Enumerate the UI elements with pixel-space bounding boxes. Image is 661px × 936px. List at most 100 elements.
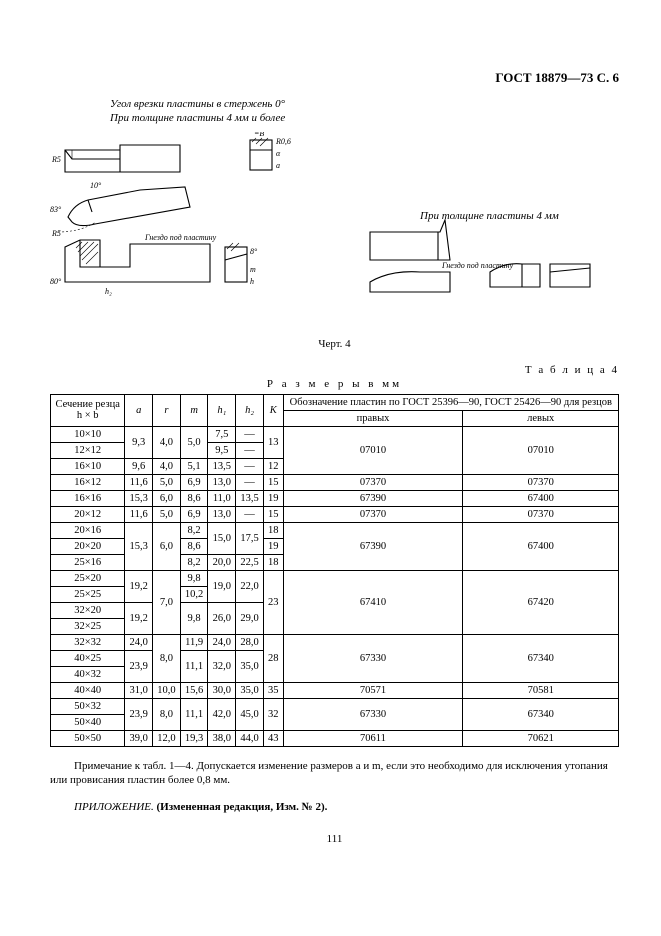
table-cell: 35,0 <box>236 682 264 698</box>
dim-83deg: 83° <box>50 205 62 214</box>
table-cell: 20×16 <box>51 522 125 538</box>
table-cell: 67390 <box>283 490 463 506</box>
table-cell: 24,0 <box>208 634 236 650</box>
table-cell: 9,3 <box>125 426 153 458</box>
table-cell: 40×40 <box>51 682 125 698</box>
table-cell: 25×16 <box>51 554 125 570</box>
col-designation: Обозначение пластин по ГОСТ 25396—90, ГО… <box>283 394 618 410</box>
table-cell: 32×32 <box>51 634 125 650</box>
table-cell: 8,6 <box>180 490 208 506</box>
table-cell: 67330 <box>283 698 463 730</box>
table-cell: 32,0 <box>208 650 236 682</box>
dim-m: m <box>250 265 256 274</box>
table-cell: 67340 <box>463 634 619 682</box>
table-cell: 11,6 <box>125 506 153 522</box>
dim-80deg: 80° <box>50 277 62 286</box>
table-cell: 16×12 <box>51 474 125 490</box>
table-cell: 67330 <box>283 634 463 682</box>
table-cell: 70571 <box>283 682 463 698</box>
table-cell: 4,0 <box>153 458 181 474</box>
col-section-text: Сечение резца <box>55 399 119 410</box>
technical-drawing: При толщине пластины 4 мм R5 =B R0,6 α a <box>50 132 619 332</box>
table-cell: — <box>236 426 264 442</box>
table-row: 50×5039,012,019,338,044,0437061170621 <box>51 730 619 746</box>
table-cell: 25×20 <box>51 570 125 586</box>
table-cell: 5,0 <box>153 474 181 490</box>
table-cell: — <box>236 458 264 474</box>
table-cell: 23,9 <box>125 698 153 730</box>
table-cell: 20×12 <box>51 506 125 522</box>
table-cell: 67410 <box>283 570 463 634</box>
table-cell: 32×20 <box>51 602 125 618</box>
table-cell: — <box>236 474 264 490</box>
table-cell: 35,0 <box>236 650 264 682</box>
col-right: правых <box>283 410 463 426</box>
table-cell: 6,9 <box>180 506 208 522</box>
table-cell: 11,0 <box>208 490 236 506</box>
table-cell: 32×25 <box>51 618 125 634</box>
page-number: 111 <box>50 833 619 845</box>
table-cell: 42,0 <box>208 698 236 730</box>
table-cell: 30,0 <box>208 682 236 698</box>
table-cell: 6,0 <box>153 490 181 506</box>
table-cell: 12×12 <box>51 442 125 458</box>
dim-alpha: α <box>276 149 281 158</box>
table-cell: 13,0 <box>208 474 236 490</box>
gnezdo-label-1: Гнездо под пластину <box>144 233 217 242</box>
table-cell: 9,8 <box>180 570 208 586</box>
appendix-italic: ПРИЛОЖЕНИЕ. <box>74 801 156 813</box>
table-cell: 23,9 <box>125 650 153 682</box>
table-cell: 18 <box>263 522 283 538</box>
table-cell: 25×25 <box>51 586 125 602</box>
table-cell: 8,0 <box>153 634 181 682</box>
table-cell: 8,0 <box>153 698 181 730</box>
table-cell: 28 <box>263 634 283 682</box>
table-cell: 07370 <box>463 474 619 490</box>
table-cell: 50×50 <box>51 730 125 746</box>
drawing-svg: R5 =B R0,6 α a 10° 83° R5 <box>50 132 620 332</box>
table-cell: 32 <box>263 698 283 730</box>
table-cell: 22,5 <box>236 554 264 570</box>
table-cell: 12 <box>263 458 283 474</box>
doc-header: ГОСТ 18879—73 С. 6 <box>50 70 619 86</box>
table-cell: 19,3 <box>180 730 208 746</box>
table-cell: 7,5 <box>208 426 236 442</box>
table-cell: 07010 <box>463 426 619 474</box>
table-cell: 67340 <box>463 698 619 730</box>
table-cell: 43 <box>263 730 283 746</box>
dim-r5: R5 <box>51 155 61 164</box>
table-cell: 19 <box>263 538 283 554</box>
dim-10deg: 10° <box>90 181 102 190</box>
table-row: 50×3223,98,011,142,045,0326733067340 <box>51 698 619 714</box>
table-cell: 16×10 <box>51 458 125 474</box>
table-cell: 50×40 <box>51 714 125 730</box>
table-cell: 07370 <box>283 474 463 490</box>
table-cell: 50×32 <box>51 698 125 714</box>
table-cell: 19 <box>263 490 283 506</box>
table-cell: 31,0 <box>125 682 153 698</box>
table-cell: 38,0 <box>208 730 236 746</box>
table-cell: 13,0 <box>208 506 236 522</box>
table-cell: 19,0 <box>208 570 236 602</box>
table-cell: — <box>236 506 264 522</box>
table-cell: 44,0 <box>236 730 264 746</box>
table-cell: 39,0 <box>125 730 153 746</box>
table-cell: 45,0 <box>236 698 264 730</box>
table-cell: 15,3 <box>125 522 153 570</box>
table-row: 10×109,34,05,07,5—130701007010 <box>51 426 619 442</box>
col-hb: h × b <box>77 410 99 421</box>
table-row: 16×1615,36,08,611,013,5196739067400 <box>51 490 619 506</box>
col-left: левых <box>463 410 619 426</box>
table-cell: 8,2 <box>180 554 208 570</box>
table-cell: 4,0 <box>153 426 181 458</box>
table-row: 20×1615,36,08,215,017,5186739067400 <box>51 522 619 538</box>
table-cell: 67420 <box>463 570 619 634</box>
col-h1: h₁ <box>208 394 236 426</box>
table-body: 10×109,34,05,07,5—13070100701012×129,5—1… <box>51 426 619 746</box>
table-cell: 35 <box>263 682 283 698</box>
table-cell: 07370 <box>463 506 619 522</box>
table-cell: 10,0 <box>153 682 181 698</box>
table-cell: 70581 <box>463 682 619 698</box>
caption-line-1: Угол врезки пластины в стержень 0° <box>110 98 619 112</box>
table-cell: 15,3 <box>125 490 153 506</box>
